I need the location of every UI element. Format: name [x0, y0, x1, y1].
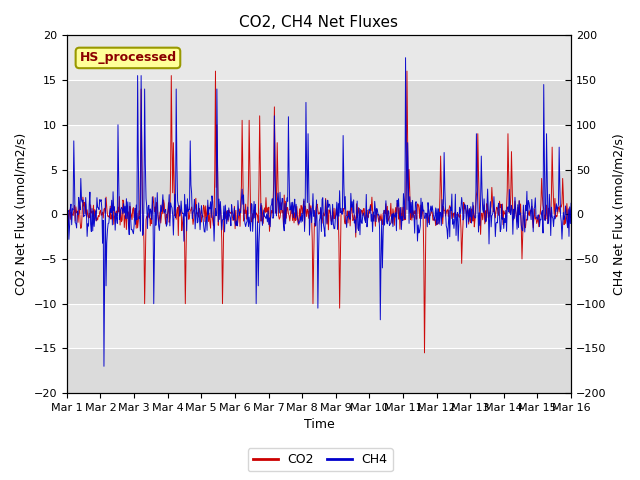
Y-axis label: CO2 Net Flux (umol/m2/s): CO2 Net Flux (umol/m2/s): [15, 133, 28, 295]
Title: CO2, CH4 Net Fluxes: CO2, CH4 Net Fluxes: [239, 15, 399, 30]
Bar: [67, 348, 571, 393]
Bar: [67, 259, 571, 304]
Text: HS_processed: HS_processed: [79, 51, 177, 64]
Bar: [67, 169, 571, 214]
X-axis label: Time: Time: [303, 419, 334, 432]
Legend: CO2, CH4: CO2, CH4: [248, 448, 392, 471]
Y-axis label: CH4 Net Flux (nmol/m2/s): CH4 Net Flux (nmol/m2/s): [612, 133, 625, 295]
Bar: [67, 80, 571, 125]
